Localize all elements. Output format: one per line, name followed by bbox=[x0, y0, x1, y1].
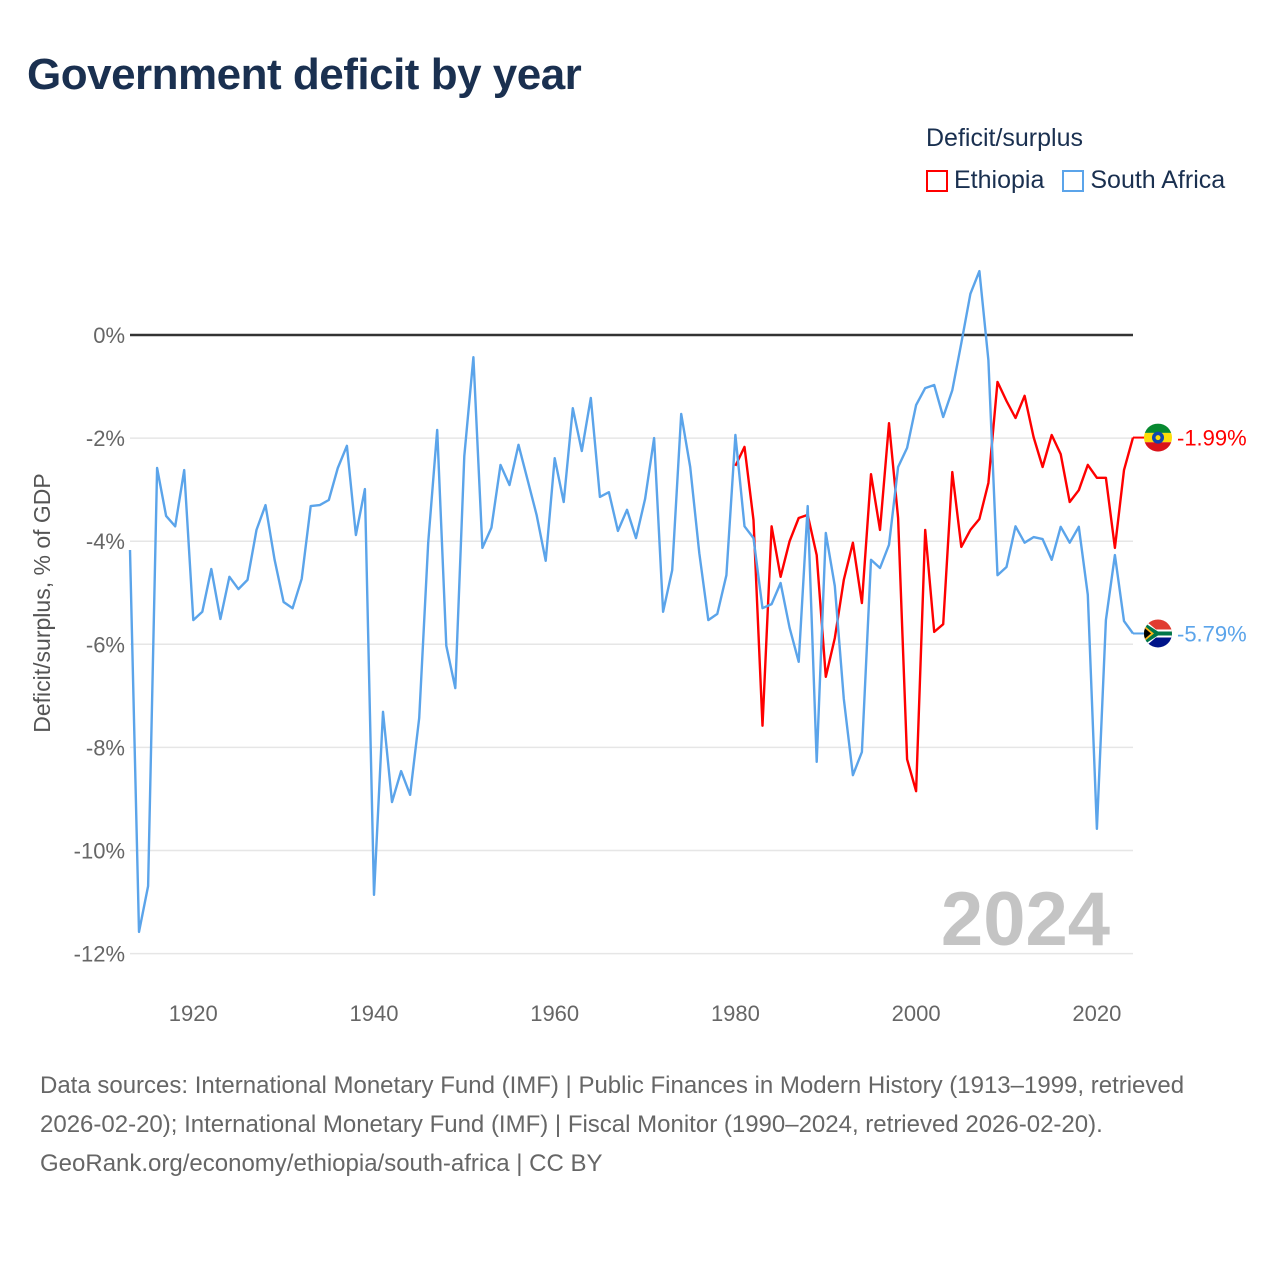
legend-title: Deficit/surplus bbox=[926, 124, 1083, 152]
end-value-label-ethiopia: -1.99% bbox=[1177, 426, 1247, 451]
y-tick-label: 0% bbox=[93, 323, 125, 348]
y-tick-label: -2% bbox=[86, 426, 125, 451]
y-tick-label: -10% bbox=[74, 839, 125, 864]
legend: Ethiopia South Africa bbox=[926, 166, 1225, 195]
y-tick-label: -4% bbox=[86, 529, 125, 554]
legend-swatch-ethiopia bbox=[926, 169, 948, 192]
flag-stripe bbox=[1144, 423, 1172, 433]
end-value-label-south-africa: -5.79% bbox=[1177, 621, 1247, 646]
chart-title: Government deficit by year bbox=[27, 50, 582, 99]
legend-label-ethiopia: Ethiopia bbox=[954, 166, 1045, 194]
series-line-ethiopia bbox=[734, 380, 1135, 793]
flag-star bbox=[1155, 435, 1161, 441]
ethiopia-flag-icon bbox=[1144, 423, 1172, 452]
year-watermark: 2024 bbox=[941, 877, 1110, 962]
series-line-south-africa bbox=[128, 269, 1134, 934]
x-tick-label: 1920 bbox=[169, 1001, 218, 1026]
flag-body bbox=[1144, 423, 1172, 452]
flag-band bbox=[1144, 627, 1151, 640]
legend-item-ethiopia[interactable]: Ethiopia bbox=[926, 166, 1044, 195]
data-sources: Data sources: International Monetary Fun… bbox=[40, 1072, 1185, 1138]
x-tick-label: 1940 bbox=[349, 1001, 398, 1026]
x-tick-label: 2000 bbox=[892, 1001, 941, 1026]
south-africa-flag-icon bbox=[1144, 619, 1172, 648]
legend-swatch-south-africa bbox=[1062, 169, 1085, 192]
y-axis-label: Deficit/surplus, % of GDP bbox=[29, 473, 55, 732]
source-link[interactable]: GeoRank.org/economy/ethiopia/south-afric… bbox=[40, 1150, 603, 1177]
x-tick-label: 2020 bbox=[1072, 1001, 1121, 1026]
x-tick-label: 1960 bbox=[530, 1001, 579, 1026]
flag-stripe bbox=[1144, 442, 1172, 452]
legend-item-south-africa[interactable]: South Africa bbox=[1062, 166, 1225, 195]
legend-label-south-africa: South Africa bbox=[1090, 166, 1226, 194]
y-tick-label: -6% bbox=[86, 632, 125, 657]
y-tick-label: -12% bbox=[74, 942, 125, 967]
footer: Data sources: International Monetary Fun… bbox=[40, 1066, 1240, 1183]
y-tick-label: -8% bbox=[86, 735, 125, 760]
x-tick-label: 1980 bbox=[711, 1001, 760, 1026]
flag-band bbox=[1144, 622, 1172, 645]
flag-body bbox=[1144, 619, 1172, 648]
